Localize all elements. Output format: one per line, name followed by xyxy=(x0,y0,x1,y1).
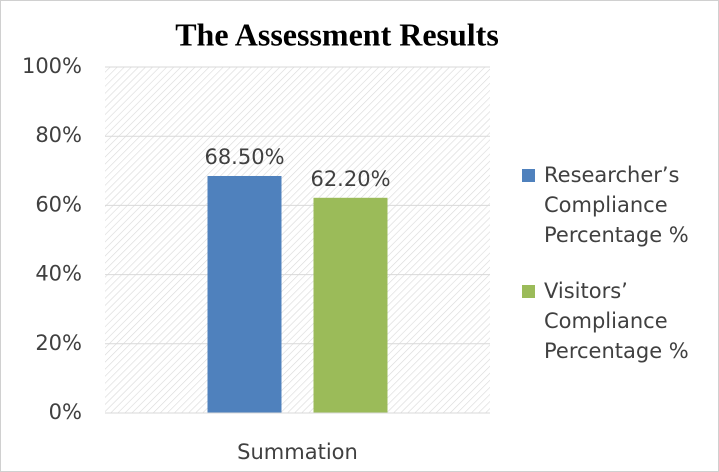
legend-label: Researcher’s Compliance Percentage % xyxy=(544,163,689,247)
legend-swatch xyxy=(522,285,535,298)
bar xyxy=(207,175,282,413)
y-tick-label: 100% xyxy=(22,54,82,78)
y-tick-label: 40% xyxy=(35,262,82,286)
plot-area xyxy=(105,67,490,413)
bar xyxy=(313,197,388,413)
x-tick-label: Summation xyxy=(237,440,358,464)
y-tick-label: 20% xyxy=(35,331,82,355)
data-label: 62.20% xyxy=(310,167,390,191)
y-tick-label: 0% xyxy=(49,400,82,424)
y-tick-label: 80% xyxy=(35,123,82,147)
chart-title: The Assessment Results xyxy=(175,16,499,52)
y-tick-label: 60% xyxy=(35,192,82,216)
data-label: 68.50% xyxy=(204,145,284,169)
legend-label: Visitors’ Compliance Percentage % xyxy=(544,279,689,363)
legend-entry: Visitors’ Compliance Percentage % xyxy=(522,276,717,366)
legend-entry: Researcher’s Compliance Percentage % xyxy=(522,160,717,250)
legend-swatch xyxy=(522,169,535,182)
